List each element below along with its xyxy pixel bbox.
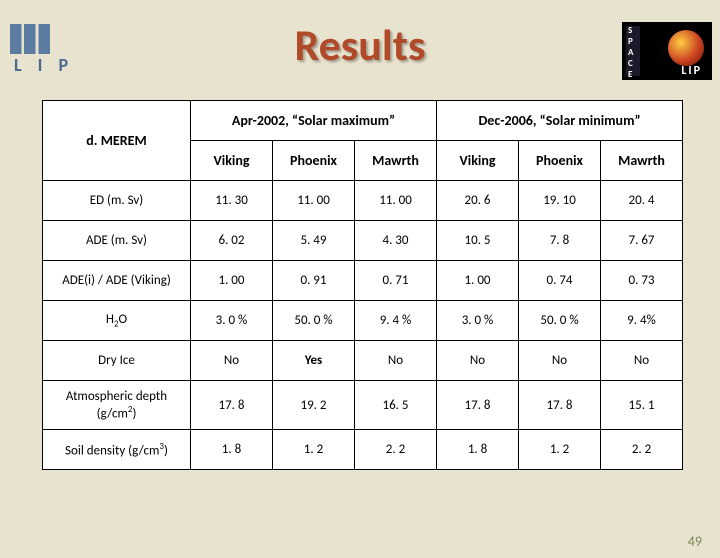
table-cell: 4. 30 [355, 221, 437, 261]
table-cell: No [355, 341, 437, 381]
table-cell: 50. 0 % [519, 301, 601, 341]
table-cell: 1. 2 [273, 430, 355, 470]
table-cell: 9. 4 % [355, 301, 437, 341]
table-head: d. MEREM Apr-2002, “Solar maximum” Dec-2… [43, 101, 683, 181]
table-cell: 1. 00 [191, 261, 273, 301]
table-cell: Yes [273, 341, 355, 381]
table-cell: No [437, 341, 519, 381]
row-label: Atmospheric depth (g/cm2) [43, 381, 191, 430]
table-cell: 3. 0 % [191, 301, 273, 341]
table-cell: 9. 4% [601, 301, 683, 341]
table-cell: 0. 74 [519, 261, 601, 301]
table-cell: 1. 8 [191, 430, 273, 470]
table-cell: 1. 00 [437, 261, 519, 301]
table-cell: 17. 8 [519, 381, 601, 430]
table-cell: No [519, 341, 601, 381]
sub-header: Phoenix [519, 141, 601, 181]
table-row: ADE(i) / ADE (Viking)1. 000. 910. 711. 0… [43, 261, 683, 301]
table-cell: 7. 8 [519, 221, 601, 261]
table-cell: 11. 00 [355, 181, 437, 221]
table-cell: 6. 02 [191, 221, 273, 261]
table-cell: 1. 2 [519, 430, 601, 470]
table-cell: 19. 2 [273, 381, 355, 430]
row-label: ADE (m. Sv) [43, 221, 191, 261]
table-cell: 15. 1 [601, 381, 683, 430]
sub-header: Mawrth [355, 141, 437, 181]
table-cell: 50. 0 % [273, 301, 355, 341]
planet-icon [668, 30, 704, 66]
sub-header: Phoenix [273, 141, 355, 181]
row-label: Dry Ice [43, 341, 191, 381]
space-lip-logo-right: S P A C E LIP [622, 22, 712, 80]
page-number: 49 [688, 533, 702, 550]
table-cell: 17. 8 [191, 381, 273, 430]
row-label: ED (m. Sv) [43, 181, 191, 221]
table-cell: 10. 5 [437, 221, 519, 261]
table-cell: 7. 67 [601, 221, 683, 261]
sub-header: Mawrth [601, 141, 683, 181]
group-header-min: Dec-2006, “Solar minimum” [437, 101, 683, 141]
sub-header: Viking [191, 141, 273, 181]
page-title: Results [0, 18, 720, 72]
table-cell: 0. 71 [355, 261, 437, 301]
table-cell: 16. 5 [355, 381, 437, 430]
results-table-wrap: d. MEREM Apr-2002, “Solar maximum” Dec-2… [42, 100, 678, 470]
table-cell: 2. 2 [355, 430, 437, 470]
table-cell: No [601, 341, 683, 381]
logo-bars [10, 24, 105, 54]
row-label: Soil density (g/cm3) [43, 430, 191, 470]
corner-header: d. MEREM [43, 101, 191, 181]
sub-header: Viking [437, 141, 519, 181]
table-cell: 17. 8 [437, 381, 519, 430]
table-row: ADE (m. Sv)6. 025. 494. 3010. 57. 87. 67 [43, 221, 683, 261]
row-label: ADE(i) / ADE (Viking) [43, 261, 191, 301]
table-cell: 11. 30 [191, 181, 273, 221]
table-cell: 20. 6 [437, 181, 519, 221]
group-header-max: Apr-2002, “Solar maximum” [191, 101, 437, 141]
table-row: Soil density (g/cm3)1. 81. 22. 21. 81. 2… [43, 430, 683, 470]
table-cell: 1. 8 [437, 430, 519, 470]
logo-text: L I P [10, 54, 105, 76]
table-cell: No [191, 341, 273, 381]
table-cell: 19. 10 [519, 181, 601, 221]
table-cell: 2. 2 [601, 430, 683, 470]
table-cell: 20. 4 [601, 181, 683, 221]
row-label: H2O [43, 301, 191, 341]
table-cell: 11. 00 [273, 181, 355, 221]
lip-text: LIP [681, 64, 702, 78]
table-row: Dry IceNoYesNoNoNoNo [43, 341, 683, 381]
table-body: ED (m. Sv)11. 3011. 0011. 0020. 619. 102… [43, 181, 683, 470]
results-table: d. MEREM Apr-2002, “Solar maximum” Dec-2… [42, 100, 683, 470]
table-cell: 0. 73 [601, 261, 683, 301]
table-row: H2O3. 0 %50. 0 %9. 4 %3. 0 %50. 0 %9. 4% [43, 301, 683, 341]
table-cell: 0. 91 [273, 261, 355, 301]
table-cell: 5. 49 [273, 221, 355, 261]
table-row: ED (m. Sv)11. 3011. 0011. 0020. 619. 102… [43, 181, 683, 221]
lip-logo-left: L I P [10, 24, 105, 79]
space-vertical-text: S P A C E [628, 25, 633, 80]
table-row: Atmospheric depth (g/cm2)17. 819. 216. 5… [43, 381, 683, 430]
table-cell: 3. 0 % [437, 301, 519, 341]
